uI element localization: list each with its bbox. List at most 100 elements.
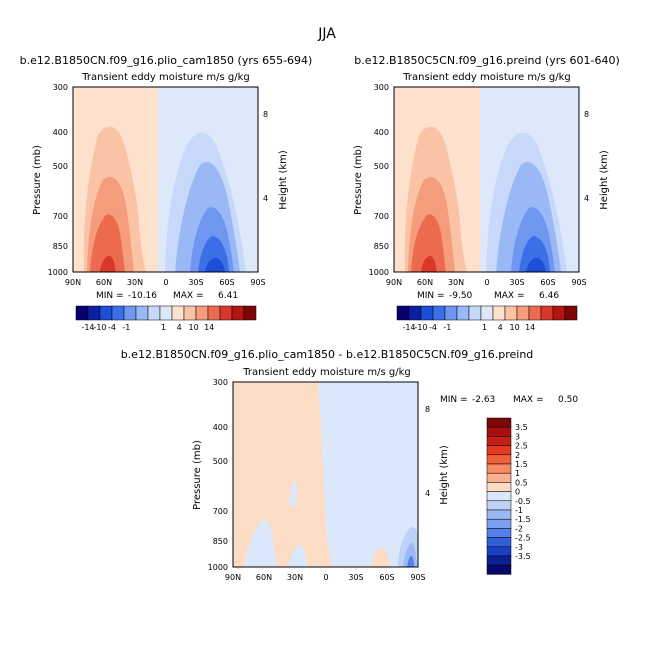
panel-2-tick-y-3: 700 [374,212,389,221]
panel-3-tick-x-4: 30S [348,573,363,582]
panel-2-colorbar-swatch [432,305,446,321]
panel-1: b.e12.B1850CN.f09_g16.plio_cam1850 (yrs … [20,54,313,332]
panel-1-tick-x-2: 30N [127,278,143,287]
panel-2-ylabel-right: Height (km) [599,150,610,210]
panel-2-subtitle: Transient eddy moisture m/s g/kg [402,72,570,83]
panel-3-colorbar-label: -1.5 [515,515,531,524]
panel-3-colorbar-swatch [486,555,512,566]
panel-3-colorbar-label: -3.5 [515,552,531,561]
panel-2-tick-y-1: 400 [374,128,389,137]
panel-1-axes: 90N 60N 30N 0 30S 60S 90S 300 400 500 70… [32,83,289,287]
panel-3-subtitle: Transient eddy moisture m/s g/kg [242,367,410,378]
panel-1-colorbar-label: -4 [108,323,116,332]
panel-3-colorbar-label: 0 [515,488,520,497]
panel-1-pos-lobe-3 [90,214,125,272]
panel-3-tick-y-0: 300 [213,378,228,387]
panel-1-tick-y-4: 850 [53,242,68,251]
panel-2-frame [393,86,580,273]
panel-1-colorbar-swatch [195,305,209,321]
panel-3-pos-patch-1 [372,547,390,567]
panel-2-tick-yr-1: 4 [584,194,589,203]
panel-1-colorbar-label: -14 [81,323,94,332]
panel-2-colorbar-label: 10 [510,323,520,332]
panel-1-colorbar-swatch [207,305,221,321]
panel-3-axes: 90N 60N 30N 0 30S 60S 90S 300 400 500 70… [192,378,450,582]
panel-3-neg-patch-2 [288,545,307,567]
panel-1-tick-x-5: 60S [219,278,234,287]
panel-3-tick-y-3: 700 [213,507,228,516]
panel-1-colorbar-label: 10 [189,323,199,332]
panel-2-tick-x-2: 30N [448,278,464,287]
panel-1-tick-y-1: 400 [53,128,68,137]
panel-3-max-label: MAX = [513,395,544,405]
panel-2-pos-lobe-4 [421,255,437,272]
panel-3-tick-x-2: 30N [287,573,303,582]
panel-2-min-value: -9.50 [449,291,473,301]
panel-1-colorbar-swatch [243,305,257,321]
panel-2-pos-lobe-3 [411,214,446,272]
panel-1-colorbar-swatch [111,305,125,321]
panel-1-colorbar-swatch [183,305,197,321]
panel-1-colorbar: -14-10 -4 -1 1 4 10 14 [75,305,257,332]
panel-2-colorbar-swatch [516,305,530,321]
panel-1-colorbar-label: 1 [161,323,166,332]
panel-3-colorbar-label: -0.5 [515,497,531,506]
panel-2-colorbar-label: -10 [414,323,427,332]
panel-3-colorbar-swatch [486,482,512,492]
panel-3-tick-x-3: 0 [323,573,328,582]
panel-1-tick-y-0: 300 [53,83,68,92]
panel-3-stats: MIN = -2.63 MAX = 0.50 [440,395,578,405]
panel-3-colorbar-swatch [486,509,512,520]
panel-2-tick-x-5: 60S [540,278,555,287]
panel-3-frame [232,381,419,568]
panel-3-colorbar-label: -2.5 [515,534,531,543]
panel-1-tick-x-0: 90N [65,278,81,287]
panel-2-colorbar-label: 4 [498,323,503,332]
panel-1-tick-yr-0: 8 [263,110,268,119]
panel-2-tick-x-1: 60N [417,278,433,287]
panel-1-tick-x-3: 0 [163,278,168,287]
panel-3-colorbar-swatch [486,537,512,548]
panel-3-colorbar-swatch [486,463,512,474]
panel-2-tick-yr-0: 8 [584,110,589,119]
panel-3-colorbar-swatch [486,528,512,538]
panel-3-colorbar: 3.532.521.510.50-0.5-1-1.5-2-2.5-3-3.5 [486,417,531,575]
panel-3-max-value: 0.50 [558,395,578,405]
panel-1-title: b.e12.B1850CN.f09_g16.plio_cam1850 (yrs … [20,54,313,67]
panel-1-tick-y-5: 1000 [48,268,68,277]
panel-3-colorbar-label: 3 [515,432,520,441]
panel-1-max-value: 6.41 [218,291,238,301]
panel-2-max-label: MAX = [494,291,525,301]
panel-3-tick-y-4: 850 [213,537,228,546]
panel-3-neg-patch-1 [245,519,278,567]
panel-3-min-value: -2.63 [472,395,495,405]
panel-3-colorbar-label: 2 [515,451,520,460]
panel-2-colorbar: -14-10 -4 -1 1 4 10 14 [396,305,578,332]
panel-1-tick-x-6: 90S [250,278,265,287]
panel-2-colorbar-swatch [540,305,554,321]
panel-2-contours [394,87,579,272]
panel-1-subtitle: Transient eddy moisture m/s g/kg [81,72,249,83]
panel-1-colorbar-swatch [99,305,113,321]
panel-2-colorbar-swatch [564,305,578,321]
panel-3-colorbar-swatch [486,445,512,456]
panel-1-colorbar-swatch [135,305,149,321]
panel-2-colorbar-swatch [504,305,518,321]
panel-1-min-value: -10.16 [128,291,157,301]
panel-3-colorbar-label: 1 [515,469,520,478]
panel-3: b.e12.B1850CN.f09_g16.plio_cam1850 - b.e… [121,348,579,582]
panel-3-colorbar-label: 2.5 [515,442,528,451]
panel-3-colorbar-label: -3 [515,543,523,552]
panel-2-colorbar-swatch [492,305,506,321]
panel-2-colorbar-label: 14 [525,323,535,332]
panel-3-tick-y-5: 1000 [208,563,228,572]
panel-2-tick-x-6: 90S [571,278,586,287]
panel-2-colorbar-swatch [420,305,434,321]
panel-2: b.e12.B1850C5CN.f09_g16.preind (yrs 601-… [353,54,620,332]
panel-3-colorbar-label: 1.5 [515,460,528,469]
panel-1-neg-lobe-5 [205,257,225,272]
panel-3-tick-yr-1: 4 [425,489,430,498]
panel-3-colorbar-label: 3.5 [515,423,528,432]
panel-3-neg-patch-3 [289,481,298,508]
panel-3-colorbar-swatch [486,417,512,428]
